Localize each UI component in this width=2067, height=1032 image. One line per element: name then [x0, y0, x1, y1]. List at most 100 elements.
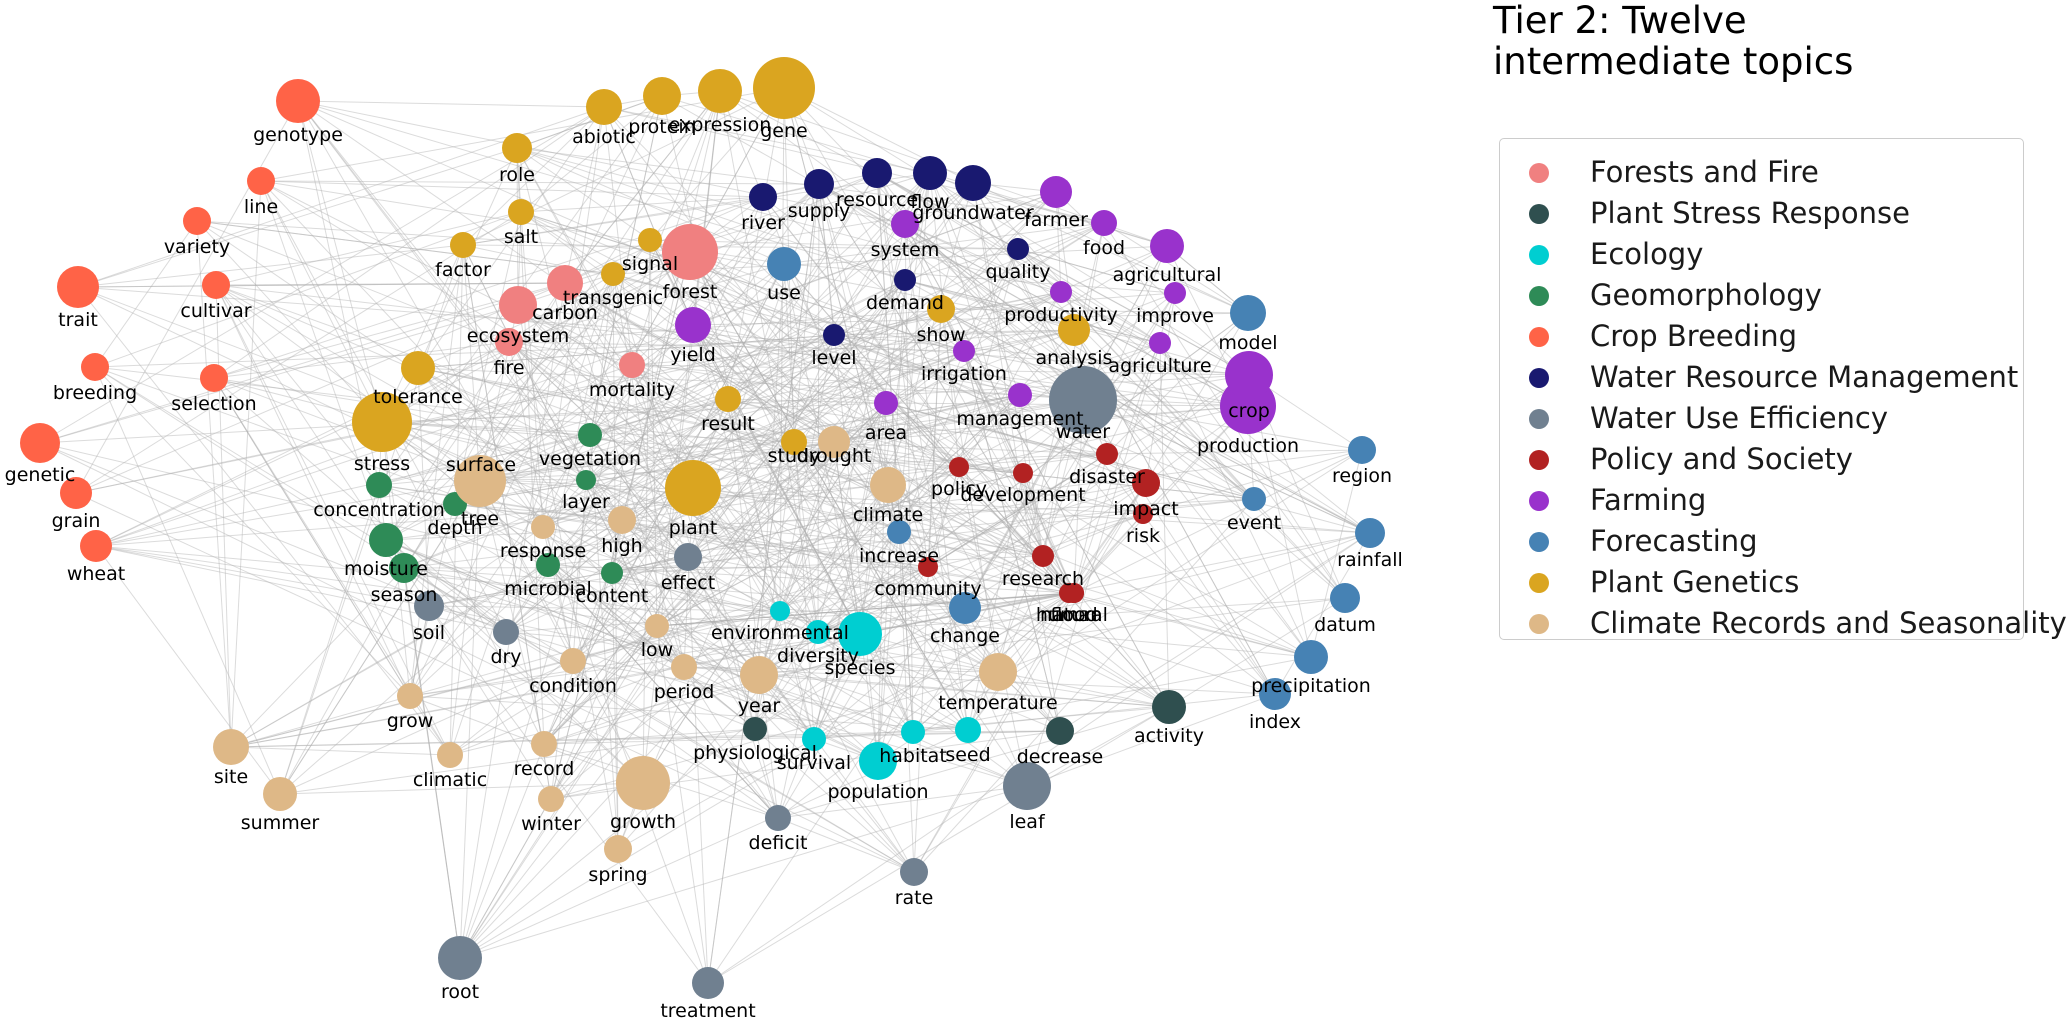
graph-edge — [94, 366, 574, 662]
graph-edge — [417, 367, 544, 528]
graph-edge — [417, 367, 835, 443]
graph-edge — [589, 434, 1044, 557]
node-water — [1049, 366, 1117, 434]
graph-edge — [885, 402, 1371, 534]
node-research — [1032, 545, 1054, 567]
graph-edge — [783, 263, 1176, 294]
graph-edge — [95, 341, 510, 547]
graph-edge — [547, 564, 756, 730]
graph-edge — [904, 223, 1084, 401]
label-layer: genotype line variety trait cultivar breeding… — [5, 114, 1403, 1022]
graph-edge — [997, 671, 1170, 708]
graph-edge — [793, 441, 819, 633]
graph-edge — [687, 182, 974, 558]
graph-edge — [543, 402, 887, 745]
graph-edge — [727, 279, 906, 400]
graph-edge — [877, 279, 906, 762]
graph-edge — [877, 449, 1363, 762]
graph-edge — [833, 334, 1255, 500]
graph-edge — [783, 263, 815, 740]
graph-edge — [777, 592, 1070, 819]
graph-edge — [1159, 342, 1346, 599]
node-label: quality — [986, 261, 1051, 283]
node-wheat — [80, 530, 112, 562]
graph-edge — [230, 567, 405, 748]
graph-edge — [417, 367, 685, 668]
graph-edge — [409, 244, 464, 697]
graph-edge — [963, 248, 1019, 352]
graph-edge — [543, 592, 1075, 745]
graph-edge — [762, 196, 1075, 594]
node-agriculture — [1149, 332, 1171, 354]
legend-marker — [1529, 245, 1549, 265]
graph-edge — [818, 183, 835, 336]
legend-marker — [1529, 491, 1549, 511]
graph-edge — [95, 545, 430, 607]
graph-edge — [213, 377, 411, 697]
node-grow — [397, 683, 423, 709]
graph-edge — [661, 95, 781, 612]
node-temperature — [979, 653, 1017, 691]
graph-edge — [520, 211, 544, 528]
graph-edge — [603, 106, 633, 366]
graph-edge — [505, 631, 999, 673]
graph-edge — [877, 245, 1168, 762]
node-event — [1242, 487, 1266, 511]
node-label: climate — [853, 504, 923, 526]
graph-edge — [972, 182, 1249, 314]
graph-edge — [196, 220, 232, 748]
graph-edge — [516, 95, 663, 149]
graph-edge — [818, 183, 1249, 407]
graph-edge — [454, 503, 685, 668]
graph-edge — [1145, 292, 1176, 484]
legend-label: Plant Stress Response — [1590, 196, 1910, 230]
node-agricultural — [1150, 229, 1184, 263]
graph-edge — [783, 263, 1070, 594]
graph-edge — [479, 480, 545, 745]
graph-edge — [94, 366, 960, 468]
graph-edge — [972, 182, 1044, 557]
graph-edge — [631, 329, 1075, 366]
node-label: selection — [171, 393, 256, 415]
graph-edge — [876, 172, 1019, 250]
node-label: supply — [788, 200, 851, 222]
graph-edge — [542, 526, 709, 984]
node-gene — [753, 57, 815, 119]
graph-edge — [833, 441, 861, 635]
graph-edge — [547, 273, 614, 566]
graph-edge — [621, 519, 815, 740]
node-label: period — [654, 681, 715, 703]
graph-edge — [550, 402, 887, 800]
graph-edge — [385, 341, 510, 541]
node-label: carbon — [532, 302, 598, 324]
graph-edge — [813, 248, 1019, 740]
graph-edge — [459, 182, 974, 959]
node-label: protein — [628, 116, 696, 138]
node-risk — [1133, 504, 1153, 524]
node-study — [781, 429, 807, 455]
graph-edge — [230, 625, 658, 748]
graph-edge — [547, 564, 779, 819]
node-genotype — [276, 79, 320, 123]
graph-edge — [927, 566, 1028, 787]
graph-edge — [612, 273, 1021, 396]
graph-edge — [898, 531, 1170, 708]
graph-edge — [963, 329, 1075, 352]
graph-edge — [876, 172, 929, 568]
graph-edge — [196, 220, 383, 423]
graph-edge — [572, 172, 878, 662]
graph-edge — [378, 484, 1075, 594]
graph-edge — [77, 286, 1250, 376]
graph-edge — [480, 394, 1021, 480]
graph-edge — [230, 633, 861, 748]
node-label: content — [576, 585, 649, 607]
graph-edge — [547, 564, 815, 740]
node-label: analysis — [1036, 347, 1113, 369]
node-selection — [200, 364, 228, 392]
graph-edge — [95, 172, 878, 547]
graph-edge — [1073, 329, 1312, 658]
graph-edge — [462, 106, 605, 246]
graph-edge — [589, 183, 820, 436]
graph-edge — [589, 291, 1062, 436]
graph-edge — [1017, 248, 1176, 294]
